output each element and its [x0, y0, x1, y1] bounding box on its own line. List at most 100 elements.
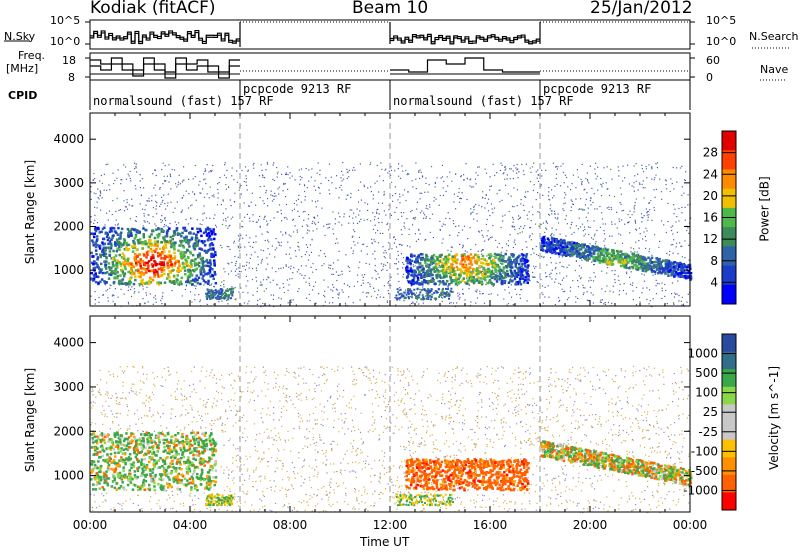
echo-cell-1	[103, 226, 106, 229]
noise-dot	[285, 233, 287, 235]
echo-cell-3	[631, 266, 634, 269]
noise-dot	[690, 217, 692, 219]
noise-dot	[490, 293, 492, 295]
noise-dot	[206, 193, 208, 195]
echo-cell-1	[132, 282, 136, 286]
noise-dot	[606, 188, 608, 190]
noise-dot	[205, 183, 207, 185]
echo-cell-3	[559, 251, 562, 254]
echo-cell-2	[438, 280, 441, 283]
echo-cell-2	[431, 255, 434, 258]
echo-cell-1	[156, 233, 159, 237]
echo-cell-1	[157, 283, 161, 286]
ground-scatter-cell	[423, 289, 426, 292]
noise-dot	[484, 240, 486, 242]
noise-dot	[339, 274, 341, 276]
noise-dot	[164, 202, 166, 205]
noise-dot	[523, 209, 525, 212]
echo-cell-1	[129, 270, 132, 273]
noise-dot	[395, 246, 398, 248]
ground-scatter-cell	[413, 288, 416, 291]
noise-dot	[328, 180, 330, 182]
noise-dot	[425, 238, 427, 241]
echo-cell-3	[605, 248, 609, 252]
noise-dot	[288, 234, 290, 236]
noise-dot	[458, 293, 461, 295]
echo-cell-1	[196, 278, 199, 282]
noise-dot	[357, 281, 359, 283]
echo-cell-1	[178, 244, 181, 247]
echo-cell-2	[421, 256, 425, 260]
noise-dot	[221, 281, 223, 283]
echo-cell-3	[689, 271, 693, 275]
noise-dot	[202, 188, 204, 190]
noise-dot	[618, 290, 621, 292]
noise-dot	[367, 282, 369, 284]
noise-dot	[412, 302, 414, 304]
ground-scatter-cell	[210, 288, 213, 291]
echo-cell-3	[660, 260, 663, 264]
noise-dot	[346, 177, 348, 179]
ground-scatter-cell	[408, 297, 410, 300]
echo-cell-2	[465, 275, 469, 278]
noise-dot	[273, 198, 275, 200]
echo-cell-3	[683, 274, 687, 278]
noise-dot	[373, 219, 376, 221]
noise-dot	[238, 267, 240, 269]
echo-cell-1	[184, 273, 187, 276]
noise-dot	[635, 228, 637, 230]
noise-dot	[421, 175, 424, 177]
noise-dot	[357, 201, 360, 203]
noise-dot	[351, 236, 353, 238]
noise-dot	[108, 184, 110, 186]
noise-dot	[642, 187, 644, 189]
noise-dot	[142, 288, 144, 290]
noise-dot	[394, 297, 396, 299]
noise-dot	[90, 216, 92, 218]
noise-dot	[313, 285, 315, 287]
noise-dot	[337, 259, 339, 261]
echo-cell-2	[430, 279, 433, 282]
noise-dot	[551, 189, 553, 191]
noise-dot	[183, 179, 185, 181]
echo-cell-3	[656, 261, 660, 264]
noise-dot	[534, 267, 536, 269]
noise-dot	[602, 182, 604, 184]
echo-cell-1	[199, 273, 203, 276]
noise-dot	[476, 291, 478, 293]
noise-dot	[476, 297, 479, 299]
noise-dot	[587, 212, 589, 214]
echo-cell-1	[191, 269, 195, 272]
noise-dot	[129, 170, 131, 172]
noise-dot	[633, 190, 635, 192]
noise-dot	[463, 174, 465, 176]
echo-cell-2	[488, 279, 492, 282]
echo-cell-3	[631, 261, 634, 265]
noise-dot	[530, 239, 532, 241]
noise-dot	[229, 224, 231, 226]
noise-dot	[473, 209, 475, 211]
noise-dot	[280, 213, 282, 215]
echo-cell-1	[180, 244, 183, 247]
echo-cell-2	[498, 275, 502, 279]
noise-dot	[613, 195, 616, 198]
echo-cell-2	[479, 277, 482, 280]
echo-cell-1	[206, 228, 210, 231]
echo-cell-1	[109, 242, 113, 246]
noise-dot	[673, 302, 675, 304]
noise-dot	[193, 193, 196, 195]
noise-dot	[514, 243, 516, 245]
noise-dot	[384, 264, 387, 266]
noise-dot	[211, 169, 213, 172]
echo-cell-1	[205, 234, 209, 237]
noise-dot	[532, 276, 534, 278]
echo-cell-3	[635, 265, 639, 268]
noise-dot	[462, 244, 464, 246]
noise-dot	[393, 242, 395, 244]
echo-cell-3	[631, 255, 635, 258]
noise-dot	[155, 301, 157, 303]
echo-cell-2	[432, 261, 435, 265]
echo-cell-3	[635, 266, 638, 269]
echo-cell-2	[489, 253, 492, 256]
noise-dot	[313, 216, 316, 218]
